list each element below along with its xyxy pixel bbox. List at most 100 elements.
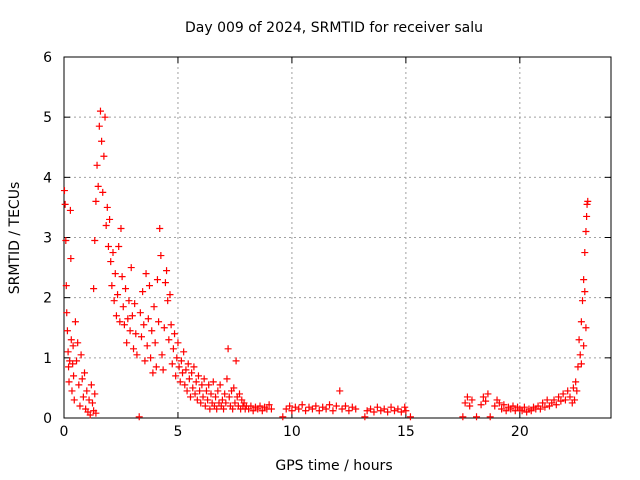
data-point	[128, 312, 136, 320]
data-point	[527, 407, 535, 415]
data-point	[477, 401, 485, 409]
data-point	[104, 243, 112, 251]
data-point	[91, 237, 99, 245]
data-point	[555, 393, 563, 401]
data-point	[541, 403, 549, 411]
data-point	[552, 401, 560, 409]
data-point	[205, 381, 213, 389]
data-point	[223, 375, 231, 383]
data-point	[466, 402, 474, 410]
data-point	[213, 405, 221, 413]
data-point	[495, 399, 503, 407]
data-point	[103, 203, 111, 211]
data-point	[107, 258, 115, 266]
data-point	[174, 339, 182, 347]
data-point	[204, 396, 212, 404]
data-point	[78, 375, 86, 383]
data-point	[577, 318, 585, 326]
data-point	[116, 318, 124, 326]
data-point	[576, 351, 584, 359]
data-point	[550, 396, 558, 404]
data-point	[286, 402, 294, 410]
data-point	[66, 357, 74, 365]
data-point	[140, 321, 148, 329]
data-point	[302, 407, 310, 415]
data-point	[312, 402, 320, 410]
data-point	[473, 413, 481, 421]
data-point	[319, 403, 327, 411]
data-point	[120, 321, 128, 329]
data-point	[348, 403, 356, 411]
data-point	[536, 405, 544, 413]
data-point	[83, 387, 91, 395]
data-point	[159, 366, 167, 374]
x-tick-label: 5	[173, 424, 182, 440]
data-point	[108, 282, 116, 290]
data-point	[167, 321, 175, 329]
data-point	[209, 378, 217, 386]
data-point	[463, 393, 471, 401]
data-point	[124, 315, 132, 323]
data-point	[387, 403, 395, 411]
data-point	[119, 303, 127, 311]
data-point	[336, 387, 344, 395]
data-point	[73, 357, 81, 365]
data-point	[580, 276, 588, 284]
data-point	[131, 300, 139, 308]
data-point	[177, 357, 185, 365]
data-point	[557, 397, 565, 405]
data-point	[63, 309, 71, 317]
data-point	[135, 413, 143, 421]
data-point	[282, 405, 290, 413]
data-point	[102, 221, 110, 229]
data-point	[91, 390, 99, 398]
data-point	[566, 393, 574, 401]
data-point	[229, 405, 237, 413]
data-point	[225, 393, 233, 401]
y-tick-label: 3	[43, 231, 52, 247]
data-point	[186, 393, 194, 401]
data-point	[109, 249, 117, 257]
data-point	[582, 324, 590, 332]
data-point	[367, 405, 375, 413]
data-point	[111, 270, 119, 278]
data-point	[308, 405, 316, 413]
data-point	[155, 318, 163, 326]
data-point	[486, 413, 494, 421]
data-point	[571, 396, 579, 404]
data-point	[267, 405, 275, 413]
data-point	[373, 403, 381, 411]
data-point	[152, 363, 160, 371]
data-point	[127, 264, 135, 272]
x-tick-label: 20	[511, 424, 529, 440]
chart-title: Day 009 of 2024, SRMTID for receiver sal…	[185, 20, 483, 36]
data-point	[106, 215, 114, 223]
data-point	[573, 387, 581, 395]
data-point	[543, 396, 551, 404]
data-point	[491, 402, 499, 410]
data-point	[133, 351, 141, 359]
data-point	[193, 396, 201, 404]
data-point	[63, 327, 71, 335]
data-point	[184, 360, 192, 368]
data-point	[583, 200, 591, 208]
data-point	[122, 285, 130, 293]
y-tick-label: 1	[43, 351, 52, 367]
data-point	[145, 282, 153, 290]
data-point	[338, 405, 346, 413]
data-point	[74, 339, 82, 347]
data-point	[68, 387, 76, 395]
data-point	[166, 291, 174, 299]
data-point	[117, 224, 125, 232]
data-point	[500, 401, 508, 409]
data-point	[180, 348, 188, 356]
data-point	[65, 363, 73, 371]
data-point	[130, 345, 138, 353]
data-point	[370, 408, 378, 416]
data-point	[402, 407, 410, 415]
data-point	[539, 399, 547, 407]
data-point	[231, 399, 239, 407]
data-point	[564, 387, 572, 395]
data-point	[85, 396, 93, 404]
